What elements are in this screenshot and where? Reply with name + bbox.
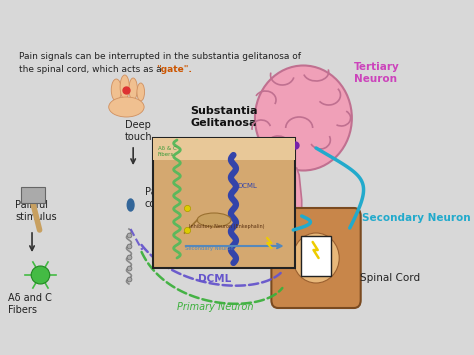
FancyBboxPatch shape <box>154 138 295 268</box>
Text: Pacinian
corpuscle: Pacinian corpuscle <box>145 187 192 209</box>
Text: Inhibitory Neuron (Enkephalin): Inhibitory Neuron (Enkephalin) <box>189 224 264 229</box>
Ellipse shape <box>304 247 328 269</box>
Ellipse shape <box>109 97 144 117</box>
Ellipse shape <box>129 78 137 100</box>
Text: Secondary Neuron: Secondary Neuron <box>363 213 471 223</box>
Ellipse shape <box>120 75 129 99</box>
Ellipse shape <box>111 79 121 101</box>
Ellipse shape <box>137 83 145 101</box>
Text: Primary Neuron: Primary Neuron <box>177 302 253 312</box>
FancyBboxPatch shape <box>154 138 295 160</box>
Text: Substantia
Gelitanosa: Substantia Gelitanosa <box>191 106 258 128</box>
Ellipse shape <box>127 199 134 211</box>
Polygon shape <box>285 168 302 230</box>
Text: Spinal Cord: Spinal Cord <box>360 273 420 283</box>
Text: Painful
stimulus: Painful stimulus <box>15 200 57 222</box>
Polygon shape <box>21 187 45 203</box>
Text: "gate".: "gate". <box>156 65 192 74</box>
Text: the spinal cord, which acts as a: the spinal cord, which acts as a <box>18 65 164 74</box>
Text: Deep
touch: Deep touch <box>125 120 152 142</box>
Text: Aδ & C
Fibers: Aδ & C Fibers <box>157 146 176 157</box>
Text: Secondary Neuron: Secondary Neuron <box>185 246 234 251</box>
FancyBboxPatch shape <box>301 236 331 276</box>
Text: DCML: DCML <box>198 274 231 284</box>
Text: Pain signals can be interrupted in the substantia gelitanosa of: Pain signals can be interrupted in the s… <box>18 52 301 61</box>
Ellipse shape <box>255 66 352 170</box>
Ellipse shape <box>31 266 50 284</box>
Ellipse shape <box>197 213 231 227</box>
Ellipse shape <box>293 233 339 283</box>
Text: Aδ and C
Fibers: Aδ and C Fibers <box>9 293 52 315</box>
Text: DCML: DCML <box>237 183 257 189</box>
FancyBboxPatch shape <box>272 208 361 308</box>
Text: Tertiary
Neuron: Tertiary Neuron <box>354 62 400 83</box>
